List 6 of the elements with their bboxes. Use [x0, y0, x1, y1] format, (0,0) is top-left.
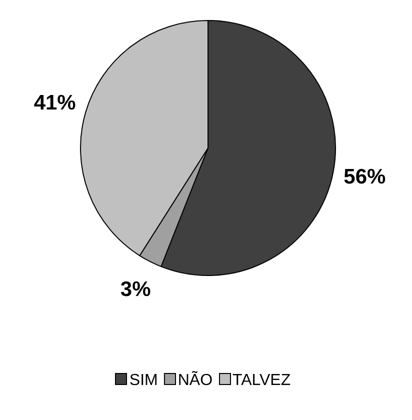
legend-label: TALVEZ: [232, 372, 291, 390]
legend-label: SIM: [128, 372, 158, 390]
data-label: 3%: [120, 278, 152, 301]
data-label: 56%: [344, 166, 386, 189]
data-label: 41%: [34, 91, 76, 114]
legend-label: NÃO: [176, 372, 213, 390]
